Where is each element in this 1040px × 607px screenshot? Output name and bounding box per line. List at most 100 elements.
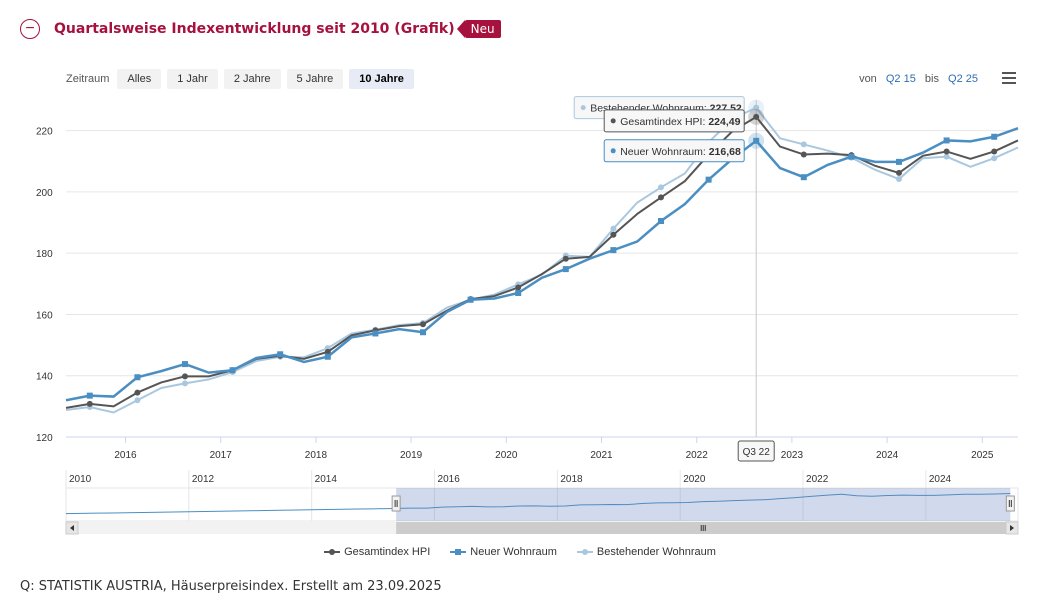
hover-halo xyxy=(748,99,765,116)
x-tick-label: 2020 xyxy=(495,450,518,461)
navigator-tick-label: 2014 xyxy=(315,474,338,485)
series-line xyxy=(65,127,1019,402)
data-point xyxy=(991,133,998,140)
navigator-handle-right[interactable] xyxy=(1005,495,1015,512)
data-point xyxy=(705,176,712,183)
hamburger-menu-icon[interactable] xyxy=(1002,72,1016,84)
data-point xyxy=(324,348,331,355)
data-point xyxy=(943,153,950,160)
data-point xyxy=(943,148,950,155)
arrow-right-icon xyxy=(1010,525,1014,531)
navigator-tick-label: 2018 xyxy=(560,474,583,485)
legend-label-neu: Neuer Wohnraum xyxy=(470,546,557,558)
navigator-handle-left[interactable] xyxy=(391,495,401,512)
handle-body xyxy=(391,495,401,512)
data-point xyxy=(324,353,331,360)
tooltip-frame xyxy=(603,109,745,133)
legend-marker-gesamt xyxy=(324,549,341,555)
zoom-button-2y[interactable]: 2 Jahre xyxy=(223,69,281,89)
legend-item-neu[interactable]: Neuer Wohnraum xyxy=(450,546,557,558)
handle-body xyxy=(1005,495,1015,512)
x-tick-label: 2024 xyxy=(876,450,899,461)
data-point xyxy=(800,174,807,181)
y-tick-label: 160 xyxy=(36,310,53,321)
navigator-frame xyxy=(65,487,1019,522)
data-point xyxy=(562,266,569,273)
y-tick-label: 120 xyxy=(36,433,53,444)
zoom-range-label: Zeitraum xyxy=(66,73,110,85)
data-point xyxy=(134,389,141,396)
source-note: Q: STATISTIK AUSTRIA, Häuserpreisindex. … xyxy=(20,579,442,594)
tooltip-box: Neuer Wohnraum: 216,68 xyxy=(603,139,745,163)
x-tick-label: 2017 xyxy=(210,450,233,461)
data-point xyxy=(86,392,93,399)
hover-halo xyxy=(748,108,765,125)
range-to-input[interactable]: Q2 25 xyxy=(948,73,978,85)
legend-item-bestehend[interactable]: Bestehender Wohnraum xyxy=(576,546,716,558)
data-point xyxy=(753,137,760,144)
crosshair-x-label: Q3 22 xyxy=(737,440,775,462)
data-point xyxy=(753,113,760,120)
x-tick-label: 2019 xyxy=(400,450,423,461)
tooltip-value: 224,49 xyxy=(708,116,740,128)
data-point xyxy=(800,141,807,148)
y-tick-label: 220 xyxy=(36,127,53,138)
data-point xyxy=(658,184,664,191)
scrollbar-left-button[interactable] xyxy=(65,521,79,535)
tooltip-marker xyxy=(580,105,586,111)
range-from-input[interactable]: Q2 15 xyxy=(885,73,916,85)
data-point xyxy=(991,148,998,155)
legend-label-gesamt: Gesamtindex HPI xyxy=(344,546,431,558)
y-tick-label: 200 xyxy=(36,188,53,199)
data-point xyxy=(658,194,664,201)
section-title[interactable]: Quartalsweise Indexentwicklung seit 2010… xyxy=(54,21,455,37)
data-point xyxy=(467,296,474,303)
series-0 xyxy=(65,108,1019,409)
data-point xyxy=(372,330,379,337)
legend-label-bestehend: Bestehender Wohnraum xyxy=(596,546,716,558)
x-tick-label: 2023 xyxy=(781,450,804,461)
x-tick-label: 2025 xyxy=(971,450,994,461)
crosshair-x-text: Q3 22 xyxy=(743,447,771,458)
zoom-button-10y[interactable]: 10 Jahre xyxy=(349,69,414,89)
series-line xyxy=(65,106,1019,414)
series-2 xyxy=(65,99,1019,414)
section-header: − Quartalsweise Indexentwicklung seit 20… xyxy=(20,17,501,41)
zoom-button-5y[interactable]: 5 Jahre xyxy=(286,69,344,89)
navigator-tick-label: 2010 xyxy=(69,474,92,485)
range-to-label: bis xyxy=(924,73,939,85)
scrollbar-right-button[interactable] xyxy=(1005,521,1019,535)
legend-item-gesamt[interactable]: Gesamtindex HPI xyxy=(324,546,430,558)
y-tick-label: 140 xyxy=(36,372,53,383)
arrow-left-icon xyxy=(70,525,74,531)
data-point xyxy=(182,380,188,387)
chart-legend: Gesamtindex HPI Neuer Wohnraum Bestehend… xyxy=(0,546,1040,558)
tooltip-marker xyxy=(610,148,616,154)
data-point xyxy=(134,397,141,404)
zoom-button-all[interactable]: Alles xyxy=(117,69,162,89)
hover-halo xyxy=(748,132,765,149)
series-1 xyxy=(65,127,1019,402)
legend-marker-neu xyxy=(450,549,467,555)
data-point xyxy=(420,329,426,336)
data-point xyxy=(800,151,807,158)
data-point xyxy=(991,155,998,162)
tooltip-label: Neuer Wohnraum: 216,68 xyxy=(620,146,741,158)
data-point xyxy=(229,367,236,374)
minus-icon: − xyxy=(25,20,35,37)
data-point xyxy=(658,218,664,225)
data-point xyxy=(943,137,950,144)
data-point xyxy=(182,373,188,380)
date-range-inputs: von Q2 15 bis Q2 25 xyxy=(859,73,984,85)
range-from-label: von xyxy=(859,73,877,85)
data-point xyxy=(610,231,617,238)
tooltip-label: Gesamtindex HPI: 224,49 xyxy=(620,116,740,128)
zoom-button-1y[interactable]: 1 Jahr xyxy=(167,69,218,89)
data-point xyxy=(896,176,902,183)
new-badge: Neu xyxy=(456,20,501,38)
tooltip-value: 216,68 xyxy=(709,146,741,158)
crosshair-x-frame xyxy=(737,440,775,462)
collapse-button[interactable]: − xyxy=(20,19,40,39)
navigator-tick-label: 2020 xyxy=(683,474,706,485)
data-point xyxy=(753,104,760,111)
